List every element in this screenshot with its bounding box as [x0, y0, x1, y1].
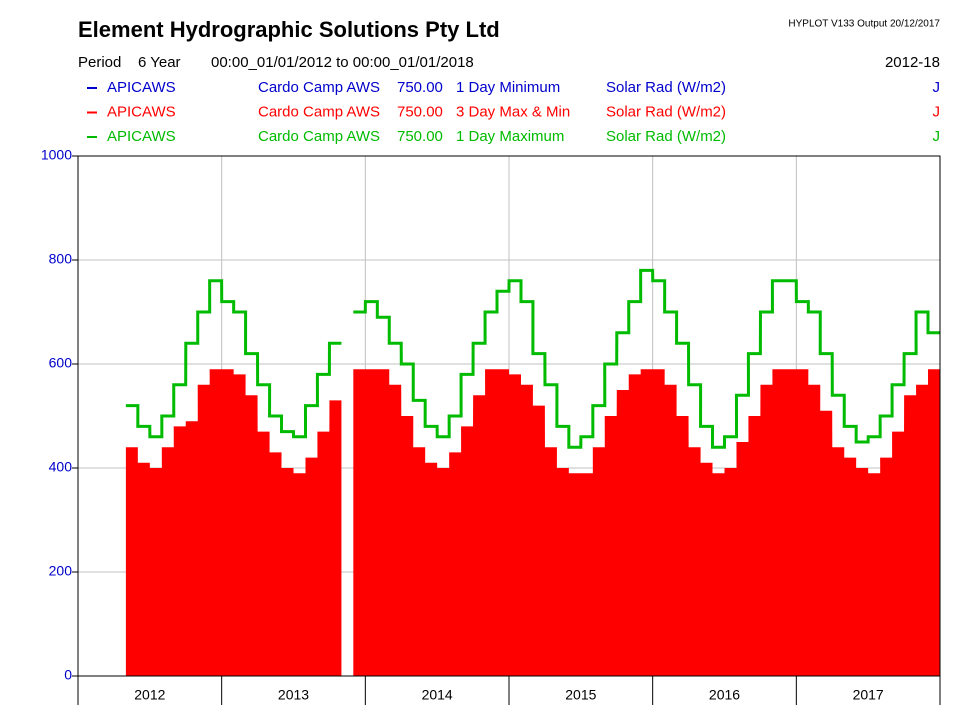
legend-name: 1 Day Minimum	[456, 79, 560, 96]
legend-variable: Solar Rad (W/m2)	[606, 79, 726, 96]
x-tick-label: 2017	[853, 687, 884, 703]
y-tick-label: 600	[49, 355, 73, 371]
legend-site: APICAWS	[107, 103, 176, 120]
series-line	[353, 268, 940, 449]
period-label: Period	[78, 54, 121, 71]
legend-station: Cardo Camp AWS	[258, 128, 380, 145]
x-tick-label: 2016	[709, 687, 740, 703]
y-tick-label: 400	[49, 459, 73, 475]
legend-station: Cardo Camp AWS	[258, 79, 380, 96]
series-line	[125, 279, 342, 439]
period: 6 Year	[138, 54, 181, 71]
legend-variable: Solar Rad (W/m2)	[606, 128, 726, 145]
x-tick-label: 2012	[134, 687, 165, 703]
y-tick-label: 1000	[41, 147, 72, 163]
legend-name: 3 Day Max & Min	[456, 103, 570, 120]
legend-site: APICAWS	[107, 128, 176, 145]
range-code: 2012-18	[885, 54, 940, 71]
legend-station: Cardo Camp AWS	[258, 103, 380, 120]
x-tick-label: 2013	[278, 687, 309, 703]
legend-level: 750.00	[397, 103, 443, 120]
series-area	[125, 369, 342, 676]
x-tick-label: 2015	[565, 687, 596, 703]
legend-site: APICAWS	[107, 79, 176, 96]
legend-name: 1 Day Maximum	[456, 128, 564, 145]
legend-variable: Solar Rad (W/m2)	[606, 103, 726, 120]
series-area	[353, 369, 940, 676]
plot-frame	[77, 155, 941, 677]
legend-flag: J	[933, 128, 941, 145]
legend-level: 750.00	[397, 79, 443, 96]
program-info: HYPLOT V133 Output 20/12/2017	[788, 19, 940, 30]
y-tick-label: 200	[49, 563, 73, 579]
legend-flag: J	[933, 79, 941, 96]
legend-level: 750.00	[397, 128, 443, 145]
date-range: 00:00_01/01/2012 to 00:00_01/01/2018	[211, 54, 474, 71]
y-tick-label: 0	[64, 667, 72, 683]
chart-title: Element Hydrographic Solutions Pty Ltd	[78, 17, 500, 42]
y-tick-label: 800	[49, 251, 73, 267]
x-tick-label: 2014	[422, 687, 453, 703]
legend-flag: J	[933, 103, 941, 120]
